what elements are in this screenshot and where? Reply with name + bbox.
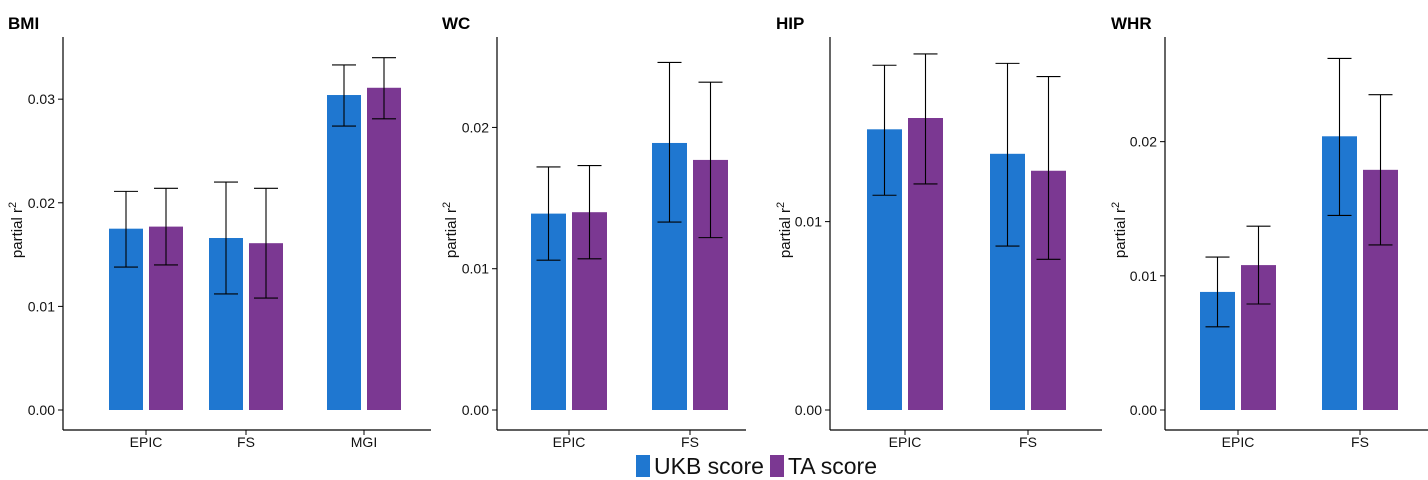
y-axis-label: partial r2 [1110,202,1129,258]
legend-item-ta-score: TA score [770,453,877,480]
y-tick-label: 0.03 [28,91,55,107]
y-axis-label-superscript: 2 [775,202,787,208]
y-axis-label: partial r2 [775,202,794,258]
panel-title: WHR [1111,14,1152,33]
y-axis-label-text: partial r [9,208,26,258]
y-tick-label: 0.01 [28,298,55,314]
y-tick-label: 0.00 [462,402,489,418]
x-tick-label: MGI [351,434,377,450]
panel-wc: WC 0.00 0.01 0.02 partial r2 EPIC FS [441,14,746,450]
bar-ta-score-mgi [367,88,401,410]
y-axis-label-text: partial r [777,208,794,258]
y-tick-label: 0.00 [795,402,822,418]
legend-item-ukb-score: UKB score [636,453,764,480]
y-tick-label: 0.01 [795,214,822,230]
y-tick-label: 0.02 [1130,134,1157,150]
y-axis-label-text: partial r [1112,208,1129,258]
legend-label-ukb-score: UKB score [654,453,764,480]
y-axis-label-text: partial r [443,208,460,258]
x-tick-label: EPIC [130,434,163,450]
x-tick-label: EPIC [553,434,586,450]
legend-swatch-ukb-score [636,455,650,477]
y-axis-label-superscript: 2 [1110,202,1122,208]
legend-label-ta-score: TA score [788,453,877,480]
y-tick-label: 0.01 [462,261,489,277]
y-axis-label: partial r2 [7,202,26,258]
y-tick-label: 0.02 [462,119,489,135]
x-tick-label: FS [237,434,255,450]
panel-title: BMI [8,14,39,33]
bar-ukb-score-mgi [327,95,361,410]
legend: UKB score TA score [636,452,883,480]
x-tick-label: FS [1019,434,1037,450]
y-axis-label: partial r2 [441,202,460,258]
y-tick-label: 0.02 [28,195,55,211]
x-tick-label: EPIC [1222,434,1255,450]
x-tick-label: FS [1351,434,1369,450]
panel-whr: WHR 0.00 0.01 0.02 partial r2 EPIC FS [1110,14,1428,450]
legend-swatch-ta-score [770,455,784,477]
y-tick-label: 0.00 [28,402,55,418]
y-axis-label-superscript: 2 [441,202,453,208]
x-tick-label: EPIC [889,434,922,450]
panel-title: HIP [776,14,804,33]
y-tick-label: 0.00 [1130,402,1157,418]
y-axis-label-superscript: 2 [7,202,19,208]
panel-title: WC [442,14,470,33]
x-tick-label: FS [681,434,699,450]
panel-bmi: BMI 0.00 0.01 0.02 0.03 partial r2 EPIC FS MGI [7,14,431,450]
y-tick-label: 0.01 [1130,268,1157,284]
